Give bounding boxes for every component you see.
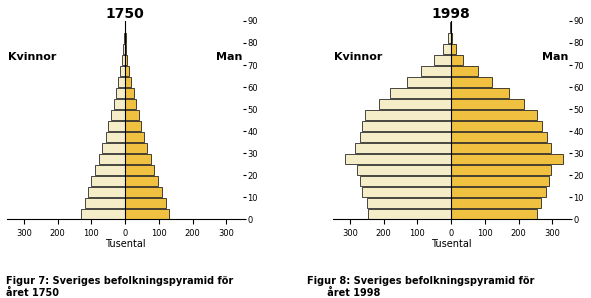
Bar <box>118 77 125 87</box>
Bar <box>88 187 125 197</box>
Bar <box>125 154 151 164</box>
Bar <box>451 44 456 54</box>
Bar <box>102 143 125 153</box>
Text: Figur 8: Sveriges befolkningspyramid för
      året 1998: Figur 8: Sveriges befolkningspyramid för… <box>307 276 535 298</box>
Bar <box>451 55 463 65</box>
Bar <box>125 88 134 98</box>
Bar <box>451 198 541 208</box>
Bar <box>391 88 451 98</box>
Bar <box>111 110 125 120</box>
Bar <box>125 165 154 175</box>
Bar <box>451 143 551 153</box>
Text: Man: Man <box>216 52 242 62</box>
Bar <box>360 132 451 142</box>
Text: Kvinnor: Kvinnor <box>334 52 382 62</box>
Bar <box>125 187 161 197</box>
Text: Figur 7: Sveriges befolkningspyramid för
året 1750: Figur 7: Sveriges befolkningspyramid för… <box>6 276 233 298</box>
Bar <box>450 22 451 32</box>
Bar <box>125 55 128 65</box>
Bar <box>451 187 545 197</box>
Title: 1750: 1750 <box>106 7 144 21</box>
Bar <box>124 33 125 43</box>
Bar <box>106 132 125 142</box>
Text: Kvinnor: Kvinnor <box>8 52 56 62</box>
Bar <box>81 209 125 219</box>
Bar <box>451 88 508 98</box>
Bar <box>125 176 158 186</box>
Bar <box>451 165 551 175</box>
Bar <box>345 154 451 164</box>
Bar <box>362 187 451 197</box>
Bar <box>95 165 125 175</box>
Bar <box>434 55 451 65</box>
Bar <box>121 66 125 76</box>
Bar <box>421 66 451 76</box>
Bar <box>451 66 478 76</box>
Bar <box>113 99 125 109</box>
Bar <box>125 209 169 219</box>
Bar <box>407 77 451 87</box>
X-axis label: Tusental: Tusental <box>105 239 145 249</box>
Bar <box>116 88 125 98</box>
Bar <box>451 33 453 43</box>
Bar <box>125 198 165 208</box>
Bar <box>451 110 537 120</box>
Bar <box>368 209 451 219</box>
Bar <box>362 121 451 131</box>
Bar <box>122 55 125 65</box>
Bar <box>125 143 147 153</box>
Bar <box>443 44 451 54</box>
Bar <box>451 121 543 131</box>
Bar <box>360 176 451 186</box>
Bar <box>451 77 492 87</box>
Text: Man: Man <box>542 52 569 62</box>
Bar <box>99 154 125 164</box>
Bar <box>125 132 144 142</box>
Bar <box>451 176 549 186</box>
Bar <box>125 44 126 54</box>
Bar <box>108 121 125 131</box>
Bar <box>449 33 451 43</box>
Bar <box>379 99 451 109</box>
Title: 1998: 1998 <box>432 7 470 21</box>
Bar <box>125 99 136 109</box>
Bar <box>125 110 138 120</box>
Bar <box>451 209 537 219</box>
Bar <box>451 99 524 109</box>
Bar <box>92 176 125 186</box>
Bar <box>125 121 141 131</box>
X-axis label: Tusental: Tusental <box>431 239 472 249</box>
Bar <box>367 198 451 208</box>
Bar <box>125 66 129 76</box>
Bar <box>125 77 131 87</box>
Bar <box>451 154 563 164</box>
Bar <box>85 198 125 208</box>
Bar <box>356 165 451 175</box>
Bar <box>355 143 451 153</box>
Bar <box>124 44 125 54</box>
Bar <box>451 132 547 142</box>
Bar <box>365 110 451 120</box>
